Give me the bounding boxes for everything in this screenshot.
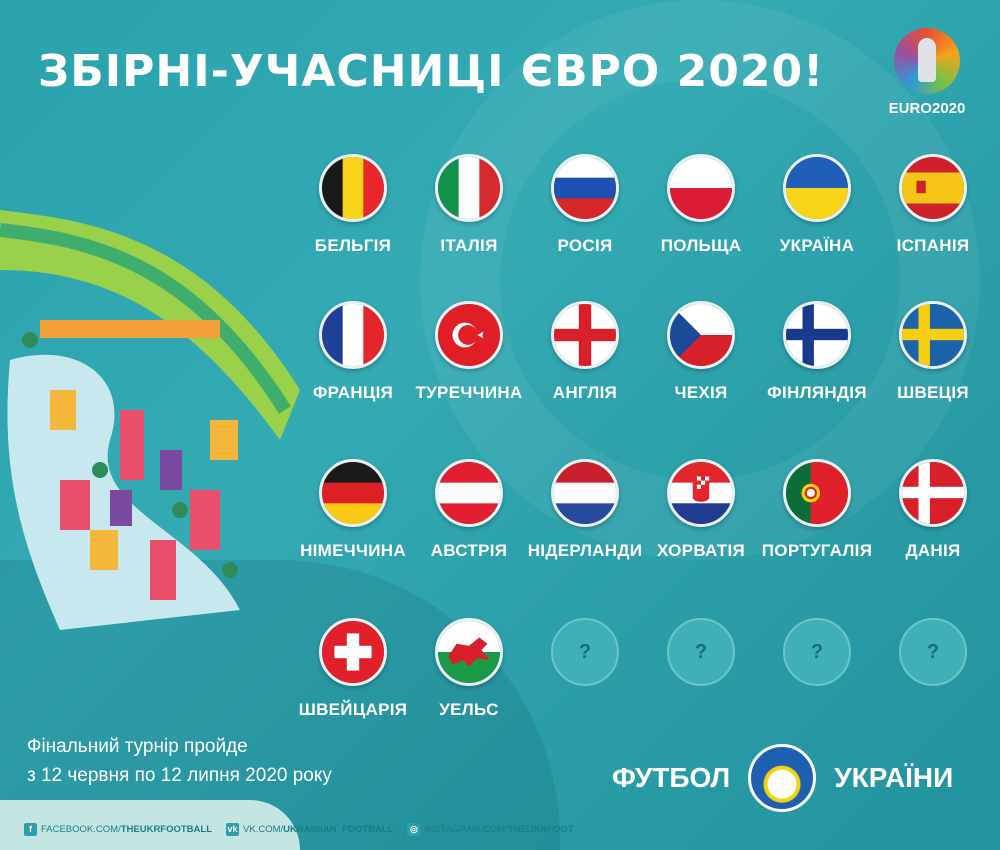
team-11: ШВЕЦІЯ (870, 301, 996, 403)
team-unknown-22: ? (754, 618, 880, 686)
flag-icon (667, 154, 735, 222)
team-name: ШВЕЙЦАРІЯ (298, 700, 408, 719)
team-name: ФРАНЦІЯ (312, 383, 394, 402)
team-10: ФІНЛЯНДІЯ (754, 301, 880, 403)
social-handle: THEUKRFOOT (507, 824, 574, 835)
page-title: ЗБІРНІ-УЧАСНИЦІ ЄВРО 2020! (38, 46, 825, 97)
team-name: ЧЕХІЯ (674, 383, 728, 402)
flag-icon (667, 459, 735, 527)
flag-icon (435, 618, 503, 686)
futbol-ukrainy-brand: ФУТБОЛ УКРАЇНИ (612, 744, 953, 812)
social-handle: THEUKRFOOTBALL (120, 824, 213, 835)
team-name: АНГЛІЯ (552, 383, 618, 402)
flag-icon (319, 618, 387, 686)
social-handle: UKRAINIAN_FOOTBALL (283, 824, 394, 835)
team-8: АНГЛІЯ (522, 301, 648, 403)
flag-icon (783, 154, 851, 222)
uaf-emblem-icon (748, 744, 817, 812)
team-13: АВСТРІЯ (406, 459, 532, 561)
team-16: ПОРТУГАЛІЯ (754, 459, 880, 561)
team-name: УКРАЇНА (779, 236, 855, 255)
social-link-1[interactable]: vk VK.COM/UKRAINIAN_FOOTBALL (226, 823, 393, 836)
team-7: ТУРЕЧЧИНА (406, 301, 532, 403)
facebook-icon: f (24, 823, 37, 836)
team-4: УКРАЇНА (754, 154, 880, 256)
vk-icon: vk (226, 823, 240, 836)
team-name: ХОРВАТІЯ (656, 541, 746, 560)
team-name: ДАНІЯ (905, 541, 961, 560)
social-links: f FACEBOOK.COM/THEUKRFOOTBALL vk VK.COM/UKR… (24, 823, 574, 836)
team-3: ПОЛЬЩА (638, 154, 764, 256)
flag-icon (435, 154, 503, 222)
flag-icon (551, 459, 619, 527)
team-unknown-21: ? (638, 618, 764, 686)
flag-icon (319, 459, 387, 527)
team-2: РОСІЯ (522, 154, 648, 256)
team-name: ІСПАНІЯ (896, 236, 970, 255)
team-unknown-23: ? (870, 618, 996, 686)
flag-icon (435, 301, 503, 369)
team-12: НІМЕЧЧИНА (290, 459, 416, 561)
city-illustration (0, 210, 300, 630)
team-18: ШВЕЙЦАРІЯ (290, 618, 416, 720)
team-0: БЕЛЬГІЯ (290, 154, 416, 256)
social-prefix: INSTAGRAM.COM/ (424, 824, 508, 835)
team-6: ФРАНЦІЯ (290, 301, 416, 403)
team-name: НІДЕРЛАНДИ (527, 541, 643, 560)
flag-icon (551, 154, 619, 222)
team-name: ПОЛЬЩА (660, 236, 742, 255)
flag-icon (783, 301, 851, 369)
euro2020-logo: EURO2020 (882, 28, 972, 117)
team-9: ЧЕХІЯ (638, 301, 764, 403)
team-name: ШВЕЦІЯ (897, 383, 969, 402)
flag-icon (667, 301, 735, 369)
social-prefix: FACEBOOK.COM/ (41, 824, 121, 835)
team-name: АВСТРІЯ (430, 541, 508, 560)
team-15: ХОРВАТІЯ (638, 459, 764, 561)
question-mark-icon: ? (783, 618, 851, 686)
social-link-2[interactable]: ◎ INSTAGRAM.COM/THEUKRFOOT (407, 823, 574, 836)
flag-icon (435, 459, 503, 527)
team-name: РОСІЯ (557, 236, 613, 255)
team-5: ІСПАНІЯ (870, 154, 996, 256)
final-line-2: з 12 червня по 12 липня 2020 року (27, 765, 332, 786)
question-mark-icon: ? (551, 618, 619, 686)
flag-icon (319, 301, 387, 369)
team-name: ФІНЛЯНДІЯ (767, 383, 867, 402)
team-14: НІДЕРЛАНДИ (522, 459, 648, 561)
social-link-0[interactable]: f FACEBOOK.COM/THEUKRFOOTBALL (24, 823, 212, 836)
team-unknown-20: ? (522, 618, 648, 686)
logo-text: EURO2020 (888, 100, 966, 117)
question-mark-icon: ? (667, 618, 735, 686)
social-prefix: VK.COM/ (243, 824, 284, 835)
team-19: УЕЛЬС (406, 618, 532, 720)
brand-left: ФУТБОЛ (612, 762, 731, 793)
final-line-1: Фінальний турнір пройде (27, 736, 248, 757)
team-name: ІТАЛІЯ (440, 236, 498, 255)
flag-icon (319, 154, 387, 222)
team-name: УЕЛЬС (439, 700, 499, 719)
instagram-icon: ◎ (407, 823, 421, 836)
flag-icon (899, 301, 967, 369)
team-name: ПОРТУГАЛІЯ (761, 541, 873, 560)
flag-icon (551, 301, 619, 369)
trophy-icon (894, 28, 960, 94)
question-mark-icon: ? (899, 618, 967, 686)
team-name: НІМЕЧЧИНА (300, 541, 406, 560)
tournament-dates: Фінальний турнір пройде з 12 червня по 1… (27, 732, 332, 790)
team-1: ІТАЛІЯ (406, 154, 532, 256)
flag-icon (783, 459, 851, 527)
brand-right: УКРАЇНИ (834, 762, 954, 793)
team-name: БЕЛЬГІЯ (314, 236, 392, 255)
team-17: ДАНІЯ (870, 459, 996, 561)
team-name: ТУРЕЧЧИНА (415, 383, 523, 402)
footer-band (0, 800, 300, 850)
flag-icon (899, 459, 967, 527)
flag-icon (899, 154, 967, 222)
